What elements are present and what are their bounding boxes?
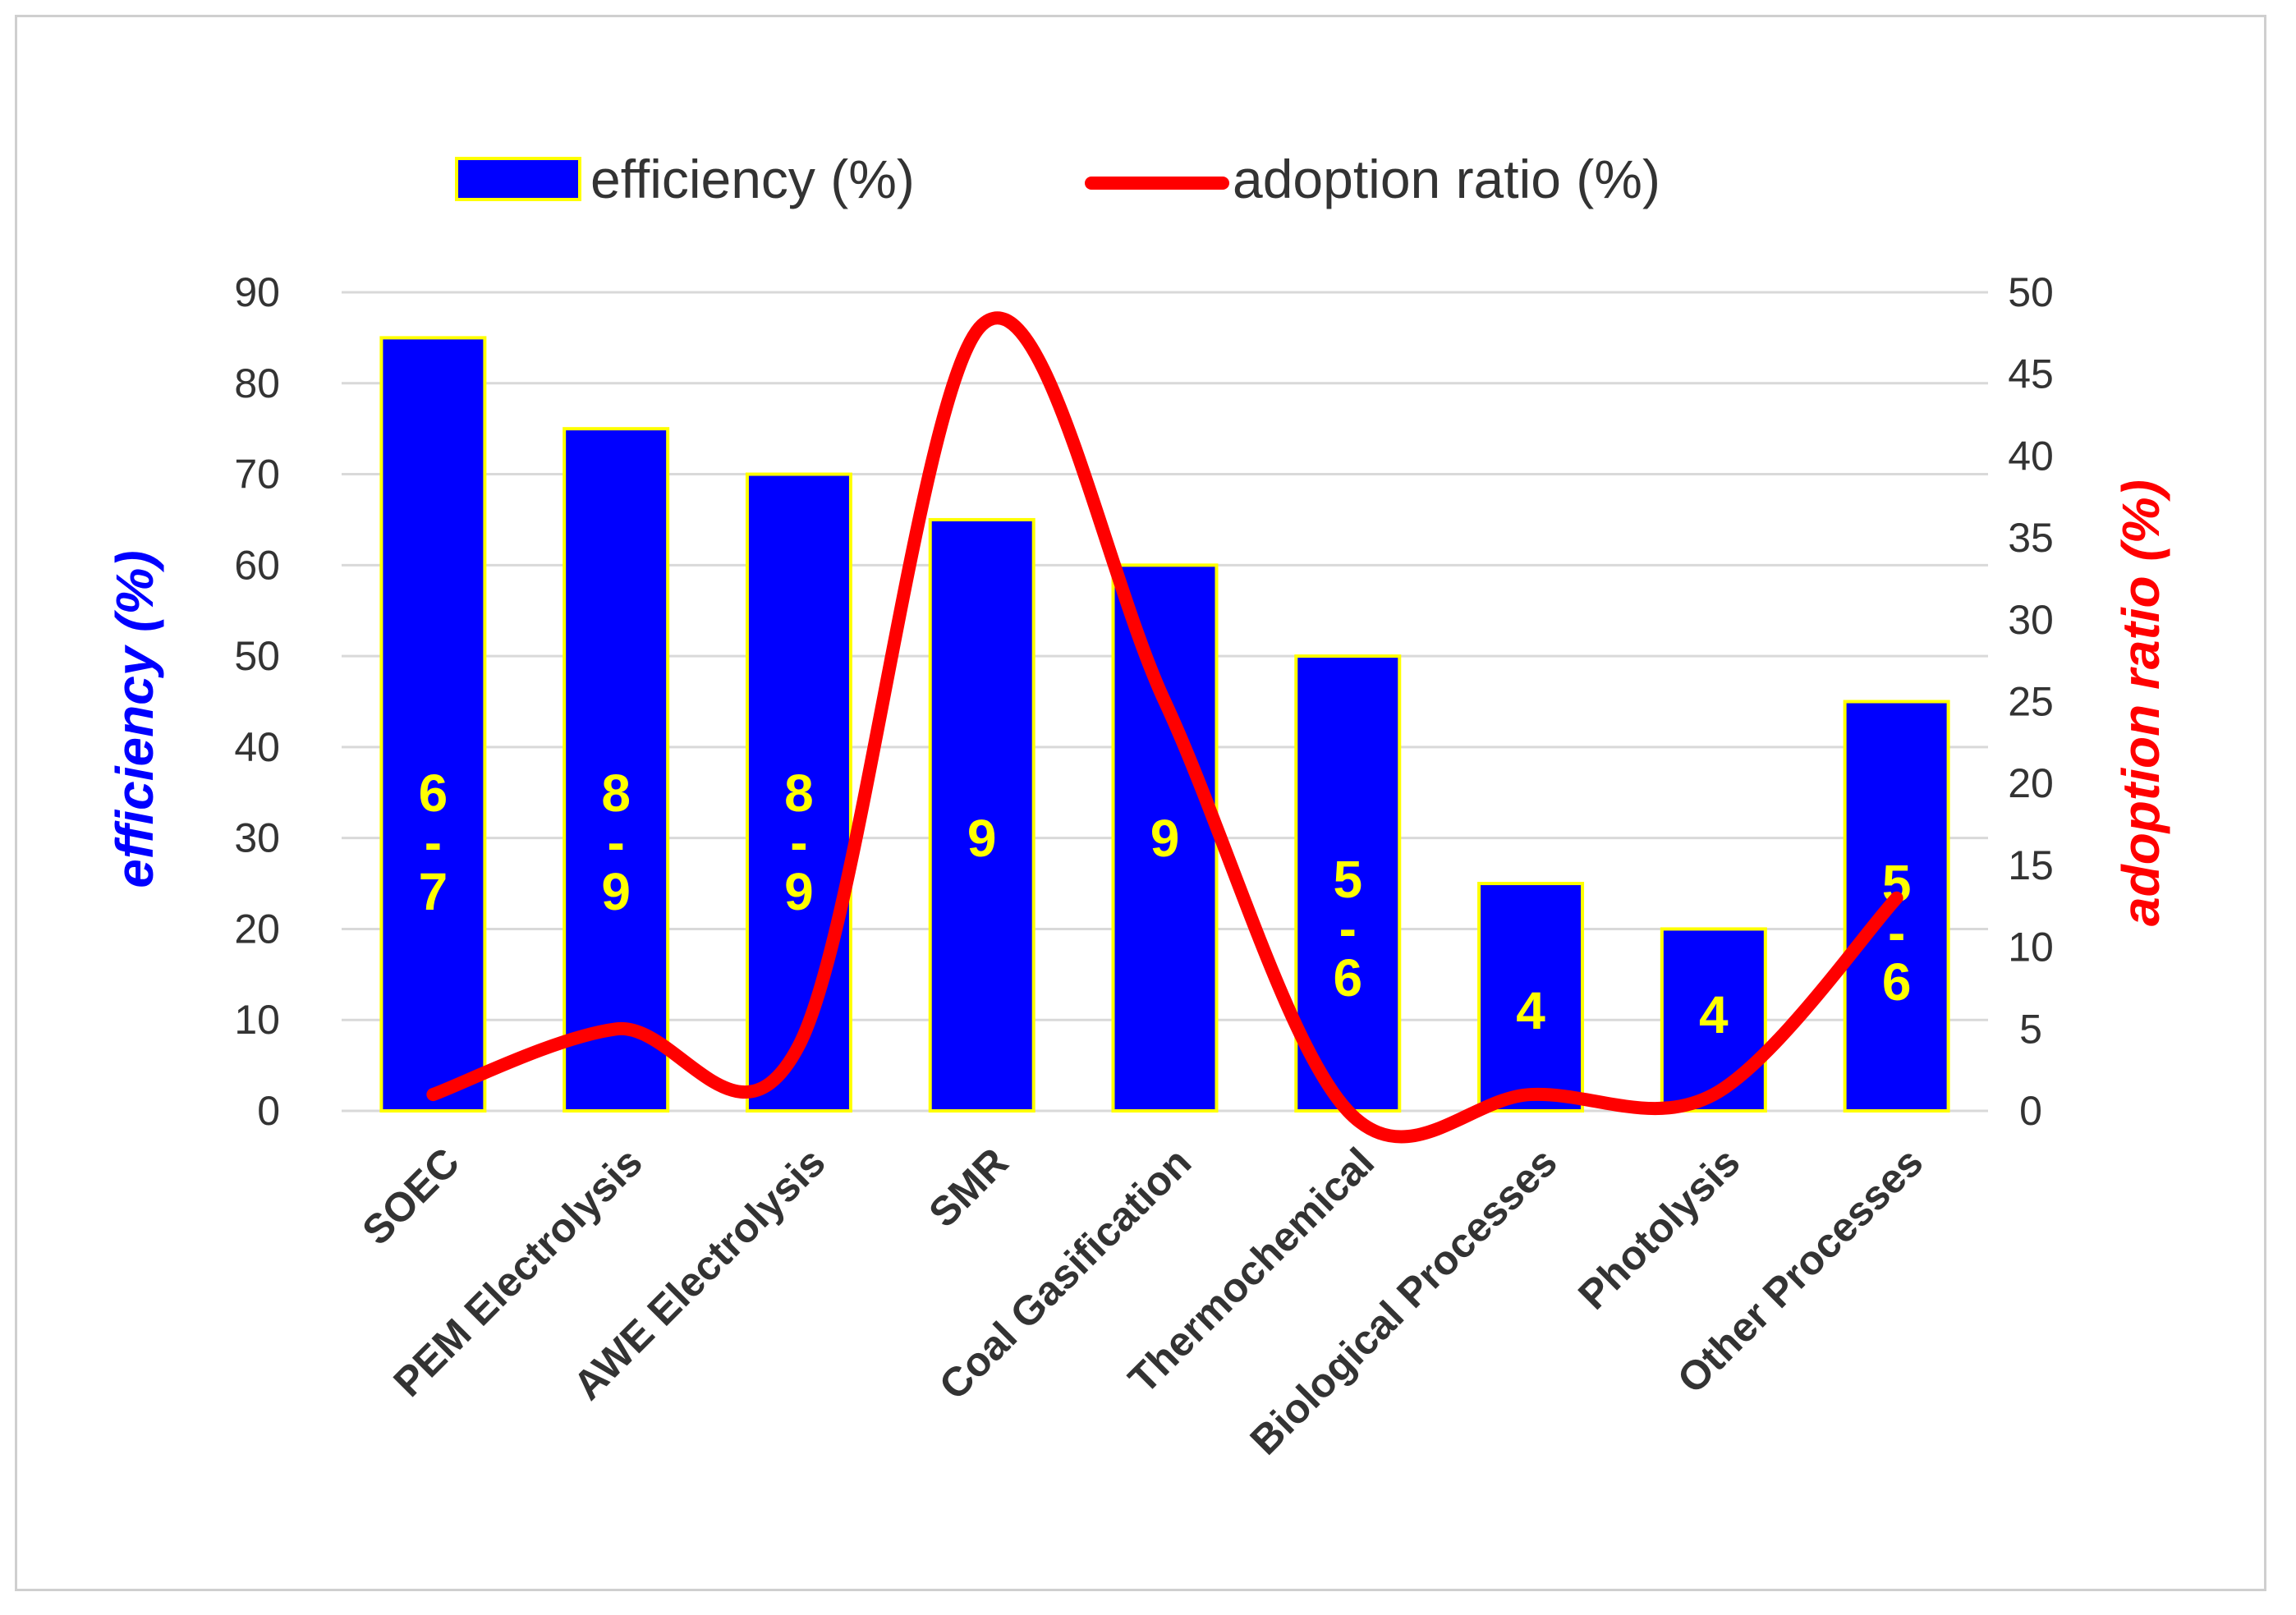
legend-label-efficiency: efficiency (%)	[590, 149, 915, 209]
bar-data-label: 5	[1333, 850, 1362, 909]
bar-series	[379, 336, 1950, 1113]
x-tick-label: Biological Processes	[1242, 1139, 1566, 1463]
y-tick-label: 0	[257, 1088, 280, 1134]
y2-tick-label: 25	[2008, 679, 2054, 725]
legend: efficiency (%) adoption ratio (%)	[455, 149, 1660, 209]
bar	[928, 517, 1035, 1113]
bar	[1477, 882, 1585, 1113]
y2-axis-title: adoption ratio (%)	[2111, 479, 2170, 926]
bar-data-label: 8	[601, 764, 631, 823]
bar	[1111, 563, 1219, 1113]
y2-tick-label: 5	[2019, 1006, 2042, 1052]
bar	[1294, 654, 1402, 1113]
bar	[745, 472, 852, 1113]
y2-tick-label: 50	[2008, 269, 2054, 315]
y2-tick-label: 15	[2008, 842, 2054, 888]
legend-label-adoption: adoption ratio (%)	[1233, 149, 1660, 209]
y2-tick-label: 40	[2008, 433, 2054, 479]
bar-data-label: 6	[1333, 948, 1362, 1007]
bar-data-label: 6	[1882, 952, 1912, 1012]
y-tick-label: 60	[234, 542, 280, 588]
bar-labels: 6-78-98-99 95-64 45-6	[419, 764, 1912, 1044]
y2-tick-label: 45	[2008, 351, 2054, 397]
bar-data-label: 8	[784, 764, 814, 823]
y-axis-left: 0 10 20 30 40 50 60 70 80 90	[234, 269, 280, 1134]
y-tick-label: 10	[234, 997, 280, 1043]
y-tick-label: 90	[234, 269, 280, 315]
y2-tick-label: 0	[2019, 1088, 2042, 1134]
bar-data-label: 9	[784, 862, 814, 921]
y2-tick-label: 35	[2008, 515, 2054, 561]
y-axis-right: 0 5 10 15 20 25 30 35 40 45 50	[2008, 269, 2054, 1134]
bar-data-label: -	[425, 813, 442, 872]
y2-tick-label: 20	[2008, 760, 2054, 806]
bar-data-label: 9	[1150, 809, 1180, 868]
bar-data-label: -	[1888, 903, 1905, 962]
x-tick-label: SOEC	[353, 1139, 468, 1254]
x-tick-label: SMR	[920, 1139, 1017, 1236]
bar-data-label: 6	[419, 764, 448, 823]
bar-data-label: 9	[967, 809, 997, 868]
bar-data-label: -	[790, 813, 807, 872]
bar-data-label: 4	[1516, 981, 1545, 1040]
adoption-line	[426, 311, 1903, 1144]
y2-tick-label: 30	[2008, 597, 2054, 643]
bar-data-label: -	[1339, 899, 1357, 958]
y-tick-label: 30	[234, 815, 280, 861]
y-tick-label: 50	[234, 633, 280, 679]
x-tick-label: Photolysis	[1569, 1139, 1748, 1318]
bar	[379, 336, 487, 1113]
bar-data-label: 9	[601, 862, 631, 921]
y-tick-label: 40	[234, 724, 280, 770]
y-tick-label: 80	[234, 360, 280, 406]
y-tick-label: 20	[234, 906, 280, 952]
bar-data-label: -	[608, 813, 625, 872]
bar	[563, 427, 670, 1113]
bar-data-label: 7	[419, 862, 448, 921]
y-tick-label: 70	[234, 452, 280, 498]
line-series	[426, 311, 1903, 1144]
legend-swatch-efficiency	[455, 157, 581, 201]
y-axis-title: efficiency (%)	[105, 550, 164, 888]
bar-data-label: 4	[1699, 985, 1729, 1044]
bar	[1660, 927, 1767, 1113]
chart-svg: 6-78-98-99 95-64 45-6 0102030405060708090 …	[105, 149, 2170, 1463]
y2-tick-label: 10	[2008, 924, 2054, 970]
